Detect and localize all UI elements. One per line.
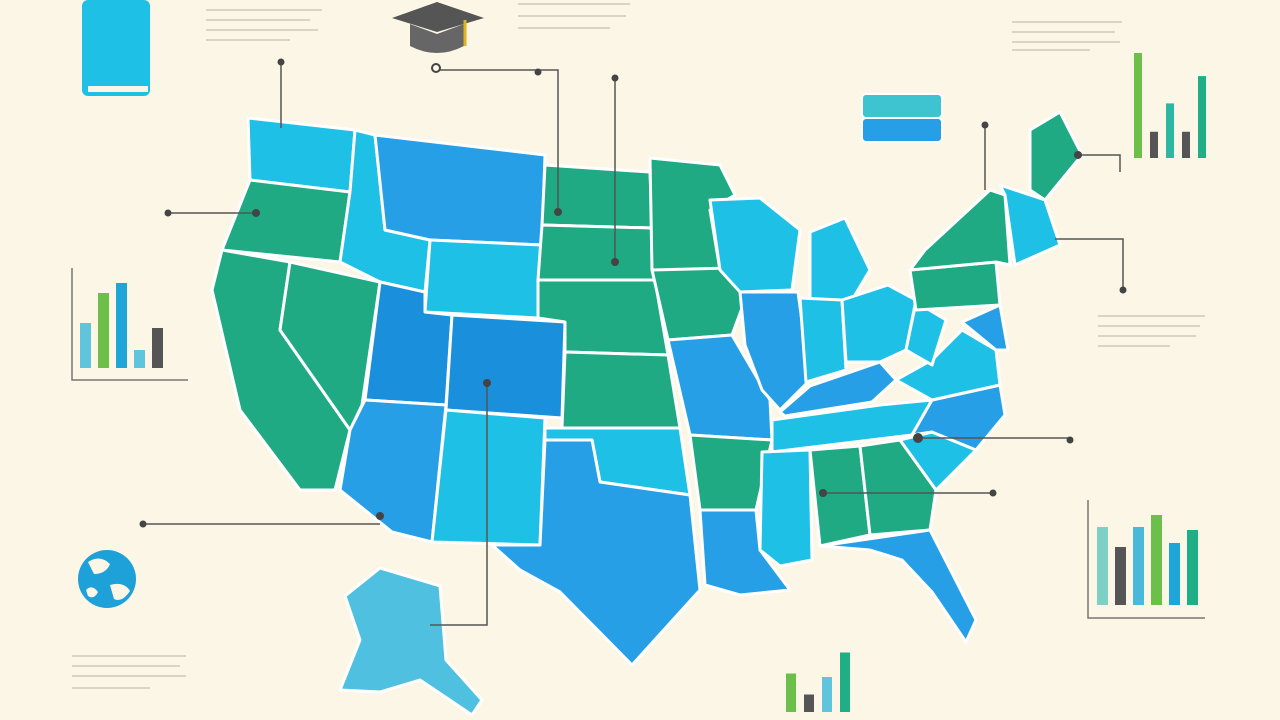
- state: [650, 266, 747, 342]
- state: [1028, 110, 1084, 202]
- state: [560, 350, 682, 430]
- chart-axis: [1087, 500, 1205, 619]
- bar: [1166, 103, 1174, 158]
- bar: [116, 283, 127, 368]
- state: [220, 178, 352, 264]
- state: [430, 408, 547, 547]
- state: [904, 300, 948, 367]
- book-icon: [82, 0, 150, 96]
- bar: [786, 673, 796, 712]
- state: [758, 448, 814, 568]
- chart-axis: [71, 268, 188, 381]
- alaska: [338, 566, 484, 717]
- state: [698, 508, 792, 597]
- bar: [1115, 547, 1126, 605]
- bar: [1169, 543, 1180, 605]
- bar: [822, 677, 832, 712]
- state: [444, 313, 567, 420]
- placeholder-text: [72, 3, 1205, 689]
- connectors: [139, 58, 1127, 626]
- books-icon: [861, 93, 943, 143]
- state: [423, 238, 544, 320]
- bar: [840, 652, 850, 712]
- state: [960, 303, 1010, 352]
- bar: [1198, 76, 1206, 158]
- state: [536, 223, 657, 282]
- bar: [1133, 527, 1144, 605]
- bar: [1150, 131, 1158, 158]
- state: [998, 183, 1062, 267]
- state: [808, 216, 872, 302]
- icons: [78, 0, 943, 608]
- bar: [98, 293, 109, 368]
- bar: [80, 323, 91, 368]
- bar: [1097, 527, 1108, 605]
- bar: [1182, 131, 1190, 158]
- state: [798, 296, 848, 384]
- state: [373, 133, 547, 247]
- state: [908, 188, 1012, 272]
- bar: [1134, 53, 1142, 158]
- bar: [152, 328, 163, 368]
- state: [738, 290, 812, 412]
- bar: [804, 694, 814, 712]
- bar: [134, 350, 145, 368]
- globe-icon: [78, 550, 136, 608]
- state: [708, 196, 802, 294]
- bar: [1187, 530, 1198, 605]
- us-map: [210, 110, 1084, 717]
- graduation-cap-icon: [392, 2, 484, 73]
- state: [818, 528, 978, 644]
- state: [490, 438, 702, 667]
- bar: [1151, 515, 1162, 605]
- state: [338, 398, 448, 544]
